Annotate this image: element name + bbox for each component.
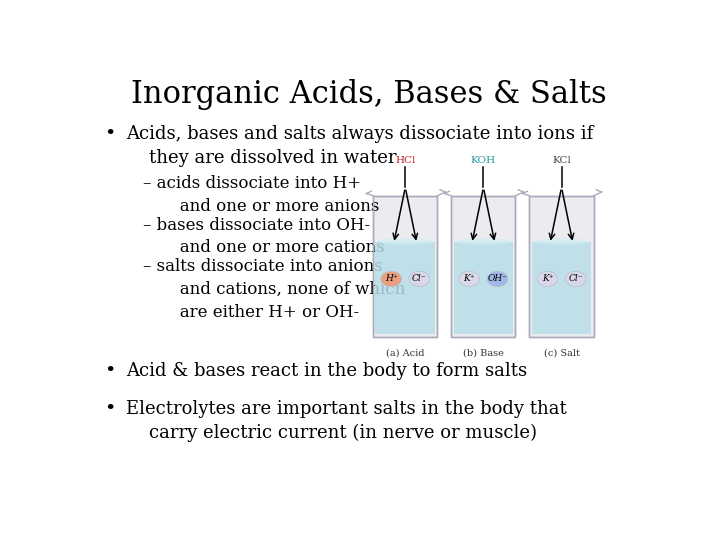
Text: Cl⁻: Cl⁻ — [412, 274, 427, 284]
Ellipse shape — [456, 238, 510, 245]
Text: H⁺: H⁺ — [385, 274, 397, 284]
Polygon shape — [373, 196, 437, 337]
Ellipse shape — [534, 238, 589, 245]
Text: – acids dissociate into H+
       and one or more anions: – acids dissociate into H+ and one or mo… — [143, 175, 379, 215]
Text: •: • — [104, 400, 115, 417]
Circle shape — [459, 271, 480, 287]
Text: HCl: HCl — [395, 156, 415, 165]
Text: K⁺: K⁺ — [464, 274, 475, 284]
Ellipse shape — [378, 238, 433, 245]
Text: – salts dissociate into anions
       and cations, none of which
       are eith: – salts dissociate into anions and catio… — [143, 258, 405, 321]
Text: OH⁻: OH⁻ — [487, 274, 508, 284]
Polygon shape — [451, 196, 516, 337]
Text: (a) Acid: (a) Acid — [386, 349, 425, 358]
Text: •: • — [104, 125, 115, 143]
Polygon shape — [529, 196, 593, 337]
Text: Acids, bases and salts always dissociate into ions if
    they are dissolved in : Acids, bases and salts always dissociate… — [126, 125, 593, 167]
Text: •: • — [104, 362, 115, 380]
Text: K⁺: K⁺ — [541, 274, 553, 284]
Text: Electrolytes are important salts in the body that
    carry electric current (in: Electrolytes are important salts in the … — [126, 400, 567, 442]
Text: KOH: KOH — [471, 156, 496, 165]
Polygon shape — [375, 241, 435, 334]
Text: Cl⁻: Cl⁻ — [568, 274, 583, 284]
Text: (c) Salt: (c) Salt — [544, 349, 580, 358]
Text: Inorganic Acids, Bases & Salts: Inorganic Acids, Bases & Salts — [131, 79, 607, 110]
Circle shape — [537, 271, 558, 287]
Text: – bases dissociate into OH-
       and one or more cations: – bases dissociate into OH- and one or m… — [143, 217, 384, 256]
Circle shape — [381, 271, 402, 287]
Circle shape — [487, 271, 508, 287]
Text: (b) Base: (b) Base — [463, 349, 504, 358]
Text: Acid & bases react in the body to form salts: Acid & bases react in the body to form s… — [126, 362, 527, 380]
Polygon shape — [531, 241, 591, 334]
Circle shape — [409, 271, 430, 287]
Polygon shape — [454, 241, 513, 334]
Circle shape — [565, 271, 586, 287]
Text: KCl: KCl — [552, 156, 571, 165]
